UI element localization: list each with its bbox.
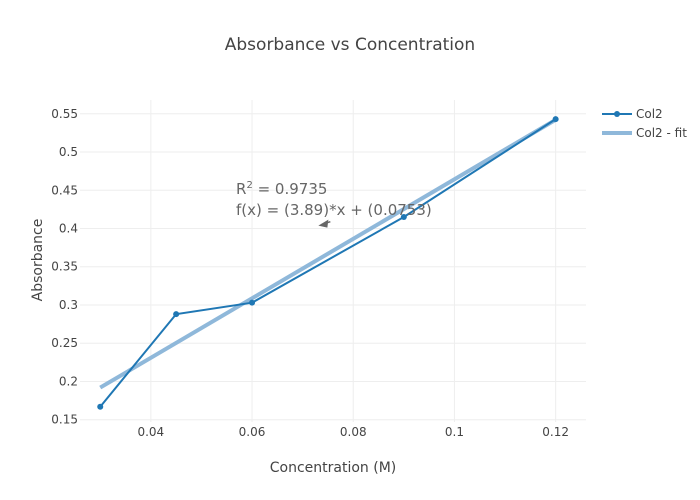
x-tick-label: 0.08 xyxy=(340,425,367,439)
fit-annotation: R2 = 0.9735 f(x) = (3.89)*x + (0.0753) xyxy=(236,180,432,228)
series-layer xyxy=(97,116,559,410)
chart-title: Absorbance vs Concentration xyxy=(225,35,475,55)
legend-label-col2-fit: Col2 - fit xyxy=(636,126,687,140)
y-tick-label: 0.35 xyxy=(51,260,78,274)
r-squared-superscript: 2 xyxy=(246,180,252,191)
y-tick-label: 0.15 xyxy=(51,413,78,427)
x-tick-label: 0.12 xyxy=(542,425,569,439)
data-point-col2[interactable] xyxy=(400,214,407,221)
x-tick-labels: 0.04 0.06 0.08 0.1 0.12 xyxy=(137,425,569,439)
y-tick-label: 0.25 xyxy=(51,336,78,350)
x-axis-title: Concentration (M) xyxy=(270,460,397,476)
legend-item-col2-fit[interactable]: Col2 - fit xyxy=(602,126,687,140)
legend-label-col2: Col2 xyxy=(636,107,663,121)
y-tick-label: 0.3 xyxy=(59,298,78,312)
r-squared-prefix: R xyxy=(236,180,246,198)
r-squared-label: R2 = 0.9735 xyxy=(236,180,327,198)
y-tick-label: 0.55 xyxy=(51,107,78,121)
y-tick-label: 0.5 xyxy=(59,145,78,159)
r-squared-value: = 0.9735 xyxy=(253,180,328,198)
data-point-col2[interactable] xyxy=(97,403,104,410)
x-tick-label: 0.06 xyxy=(239,425,266,439)
y-tick-label: 0.45 xyxy=(51,183,78,197)
series-line-col2-fit xyxy=(99,118,557,390)
data-point-col2[interactable] xyxy=(552,116,559,123)
legend-marker-col2 xyxy=(614,111,620,117)
y-tick-label: 0.4 xyxy=(59,221,78,235)
fit-equation-label: f(x) = (3.89)*x + (0.0753) xyxy=(236,201,432,219)
y-tick-label: 0.2 xyxy=(59,374,78,388)
data-point-col2[interactable] xyxy=(173,311,180,318)
data-point-col2[interactable] xyxy=(249,299,256,306)
series-line-col2 xyxy=(99,118,557,408)
legend[interactable]: Col2 Col2 - fit xyxy=(602,107,687,140)
annotation-arrowhead xyxy=(318,219,329,228)
y-tick-labels: 0.15 0.2 0.25 0.3 0.35 0.4 0.45 0.5 0.55 xyxy=(51,107,78,427)
legend-item-col2[interactable]: Col2 xyxy=(602,107,663,121)
y-axis-title: Absorbance xyxy=(30,219,46,302)
x-tick-label: 0.04 xyxy=(137,425,164,439)
x-tick-label: 0.1 xyxy=(445,425,464,439)
